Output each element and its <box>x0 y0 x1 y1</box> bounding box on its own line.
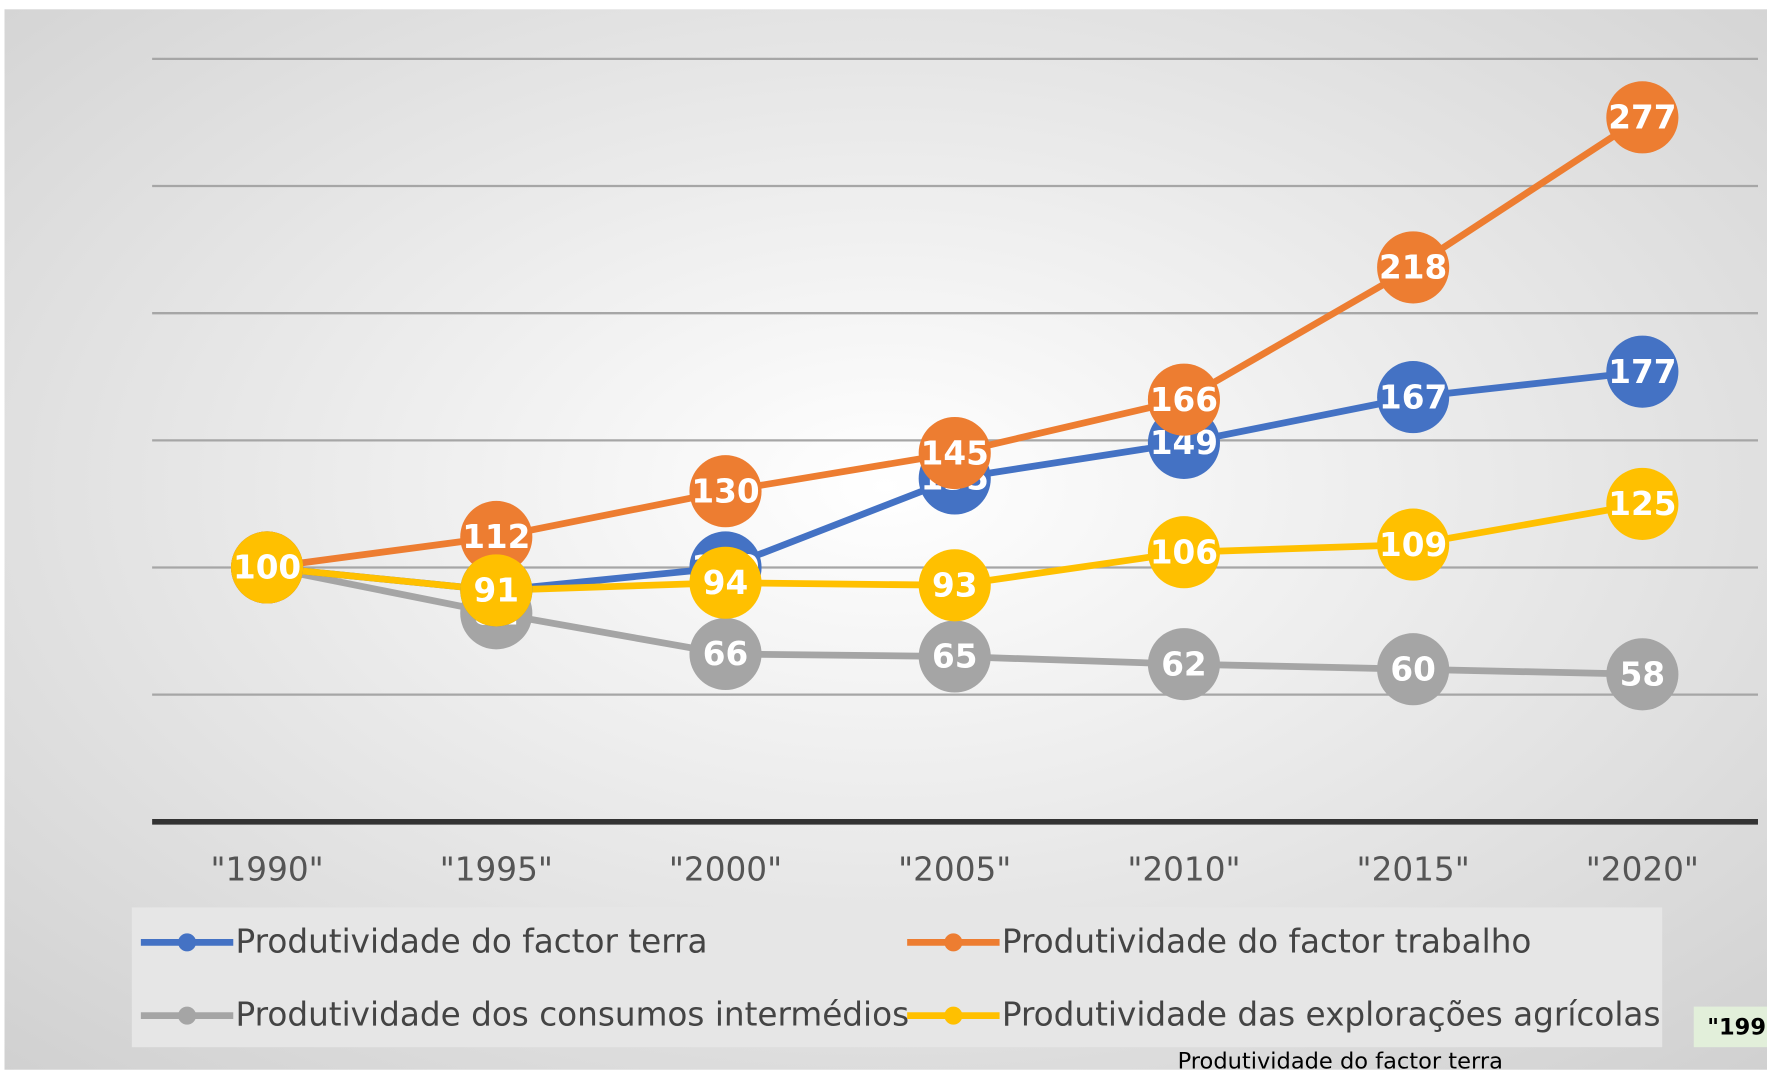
marker <box>231 531 304 604</box>
x-tick-label: "1990" <box>210 850 323 888</box>
legend-marker <box>944 933 963 952</box>
data-label: 125 <box>1608 485 1676 523</box>
tooltip-series: Produtividade do factor terra <box>1178 1048 1503 1070</box>
marker <box>1606 638 1679 711</box>
marker <box>460 500 533 574</box>
legend-label: Produtividade das explorações agrícolas <box>1002 996 1661 1034</box>
marker <box>1147 363 1220 436</box>
data-label: 166 <box>1150 381 1218 419</box>
marker <box>1377 508 1450 581</box>
marker <box>1606 81 1679 154</box>
marker <box>918 549 991 622</box>
x-tick-label: "2010" <box>1127 850 1240 888</box>
data-label: 177 <box>1608 353 1676 391</box>
marker <box>1606 467 1679 540</box>
legend-label: Produtividade dos consumos intermédios <box>236 996 910 1034</box>
marker <box>1377 231 1450 304</box>
plot: 1008266656260581009110013514916717710011… <box>231 81 1679 711</box>
data-label: 130 <box>691 472 759 510</box>
legend-marker <box>178 933 197 952</box>
marker <box>1377 361 1450 434</box>
data-label: 65 <box>932 638 977 676</box>
data-label: 277 <box>1608 99 1676 137</box>
data-label: 94 <box>703 564 748 602</box>
data-label: 109 <box>1379 526 1447 564</box>
data-label: 106 <box>1150 533 1218 571</box>
marker <box>1147 628 1220 701</box>
data-label: 100 <box>233 549 301 587</box>
marker <box>689 617 762 691</box>
marker <box>689 455 762 528</box>
data-label: 60 <box>1390 650 1435 688</box>
x-tick-label: "2020" <box>1586 850 1699 888</box>
legend-label: Produtividade do factor terra <box>236 923 708 961</box>
x-tick-label: "2005" <box>898 850 1011 888</box>
legend-label: Produtividade do factor trabalho <box>1002 923 1532 961</box>
data-label: 66 <box>703 635 748 673</box>
marker <box>1377 633 1450 706</box>
legend-box <box>131 907 1663 1048</box>
data-label: 218 <box>1379 249 1447 287</box>
grid: "1990" "1995" "2000" "2005" "2010" "2015" "202… <box>152 57 1758 888</box>
x-tick-label: "2015" <box>1357 850 1470 888</box>
data-label: 112 <box>462 518 530 556</box>
legend-marker <box>178 1006 197 1025</box>
data-label: 145 <box>921 434 989 472</box>
x-tick-label: "1995" <box>440 850 553 888</box>
data-label: 91 <box>474 572 519 610</box>
data-label: 93 <box>932 567 977 605</box>
tooltip-box <box>1693 1006 1767 1048</box>
data-label: 58 <box>1620 656 1665 694</box>
marker <box>918 620 991 693</box>
marker <box>689 546 762 619</box>
marker <box>460 554 533 627</box>
data-label: 62 <box>1161 645 1206 683</box>
legend: Produtividade do factor terra Produtivida… <box>140 923 1661 1034</box>
marker <box>1147 516 1220 589</box>
tooltip-category: "1990" <box>1707 1015 1767 1041</box>
data-label: 167 <box>1379 378 1447 416</box>
marker <box>918 416 991 490</box>
x-tick-label: "2000" <box>669 850 782 888</box>
marker <box>1606 335 1679 408</box>
legend-marker <box>944 1006 963 1025</box>
